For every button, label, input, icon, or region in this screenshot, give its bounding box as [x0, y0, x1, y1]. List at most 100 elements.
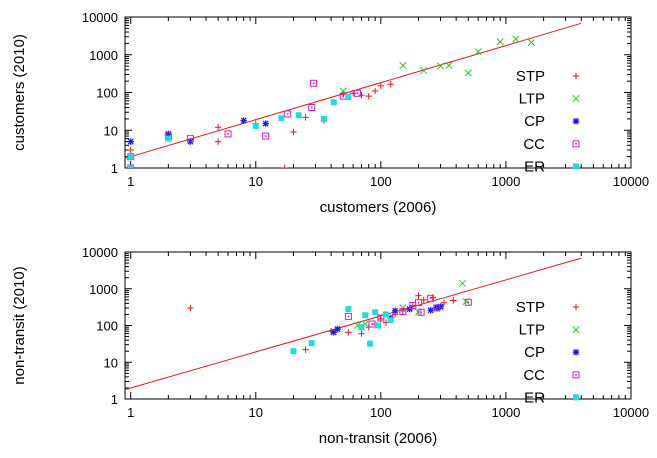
x-tick-label: 10 — [249, 174, 263, 189]
data-point-stp — [387, 81, 394, 88]
x-axis-label: non-transit (2006) — [319, 430, 437, 447]
y-tick-label: 1000 — [89, 48, 118, 63]
data-point-cp — [334, 325, 341, 333]
data-point-cc-center — [356, 92, 359, 95]
legend-label-er: ER — [524, 389, 545, 406]
series-ltp — [339, 35, 536, 95]
data-point-er — [372, 309, 379, 316]
data-point-cp — [330, 329, 337, 336]
legend-marker-stp — [572, 72, 580, 80]
data-point-cc-center — [420, 311, 422, 314]
data-point-cc — [284, 110, 292, 118]
x-tick-label: 100 — [370, 405, 392, 420]
y-tick-label: 1 — [111, 392, 118, 407]
data-point-er — [127, 165, 134, 168]
data-point-cc-center — [189, 137, 192, 140]
data-point-cc — [433, 304, 441, 312]
legend-label-cp: CP — [524, 113, 545, 130]
fit-line — [125, 257, 582, 391]
x-tick-label: 10000 — [613, 405, 649, 420]
data-point-cp — [427, 307, 434, 314]
data-point-cc — [308, 104, 316, 112]
tick-marks — [124, 16, 632, 169]
x-tick-label: 10000 — [613, 174, 649, 189]
data-point-cc-center — [342, 95, 345, 97]
data-point-er — [308, 340, 315, 347]
data-point-cc-center — [312, 82, 315, 85]
y-tick-label: 10 — [104, 123, 118, 138]
data-point-stp — [358, 91, 365, 99]
data-point-cc-center — [264, 135, 267, 137]
y-axis-label: customers (2010) — [11, 34, 28, 151]
legend-marker-cc — [572, 140, 580, 148]
data-point-cc-center — [429, 297, 432, 300]
y-tick-label: 10000 — [82, 10, 118, 25]
data-point-cc-center — [402, 310, 404, 313]
data-point-er — [252, 122, 259, 129]
scatter-plot-1: 1 10 100 1000 10000 1 10 100 1000 10000 customers … — [11, 10, 649, 216]
data-point-er — [295, 112, 302, 119]
legend-marker-er — [573, 163, 579, 170]
data-point-cc-center — [227, 133, 229, 135]
legend: STP LTP CP CC ER — [516, 68, 580, 175]
data-point-ltp — [527, 39, 536, 47]
series-stp — [187, 292, 457, 353]
data-point-stp — [345, 329, 352, 336]
legend-marker-cp — [572, 118, 580, 125]
data-point-stp — [371, 87, 379, 95]
legend-label-cp: CP — [524, 344, 545, 361]
data-point-ltp — [420, 67, 428, 75]
series-cc — [344, 294, 472, 328]
data-point-er — [375, 322, 382, 329]
data-point-er — [362, 312, 369, 319]
data-point-er — [383, 311, 390, 318]
data-point-ltp — [496, 38, 504, 46]
data-point-er — [387, 317, 394, 324]
data-point-cc — [464, 298, 472, 306]
data-point-er — [127, 153, 134, 160]
series-cc — [127, 79, 361, 168]
legend-marker-cc — [572, 371, 580, 379]
legend-marker-ltp — [572, 326, 580, 334]
legend-label-ltp: LTP — [519, 91, 545, 108]
y-tick-label: 100 — [96, 319, 118, 334]
x-tick-label: 1 — [127, 174, 134, 189]
data-point-cc-center — [380, 317, 382, 319]
data-point-stp — [302, 346, 309, 353]
data-point-cc — [399, 308, 407, 316]
data-point-stp — [127, 146, 134, 154]
data-point-cc-center — [371, 323, 373, 325]
legend-label-stp: STP — [516, 68, 545, 85]
data-point-er — [278, 115, 285, 122]
x-tick-label: 1 — [127, 405, 134, 420]
data-point-cp — [262, 120, 269, 127]
legend-marker-cc-center — [575, 143, 577, 145]
series-cp — [127, 117, 269, 160]
data-point-ltp — [512, 35, 520, 43]
data-point-cc — [368, 320, 376, 328]
data-point-er — [358, 324, 365, 331]
x-axis-label: customers (2006) — [320, 199, 437, 216]
data-point-cc-center — [347, 315, 350, 318]
data-point-er — [345, 306, 352, 313]
data-point-stp — [450, 297, 457, 304]
data-point-cc-center — [435, 307, 438, 309]
data-point-stp — [377, 82, 385, 90]
data-point-stp — [214, 138, 222, 145]
data-point-cc-center — [467, 301, 470, 304]
x-tick-label: 1000 — [491, 405, 520, 420]
data-point-cc — [310, 79, 318, 87]
legend-label-ltp: LTP — [519, 322, 545, 339]
legend-label-er: ER — [524, 158, 545, 175]
y-tick-label: 1 — [111, 161, 118, 176]
data-point-cc-center — [411, 304, 414, 307]
data-point-stp — [187, 304, 194, 312]
data-point-stp — [302, 114, 309, 121]
data-point-cp — [240, 117, 247, 124]
scatter-plot-2: 1 10 100 1000 10000 1 10 100 1000 10000 non-transi… — [11, 245, 649, 447]
legend-label-cc: CC — [523, 136, 545, 153]
series-er — [290, 306, 394, 355]
data-point-er — [345, 94, 352, 101]
data-point-stp — [290, 128, 297, 136]
x-tick-label: 10 — [249, 405, 263, 420]
